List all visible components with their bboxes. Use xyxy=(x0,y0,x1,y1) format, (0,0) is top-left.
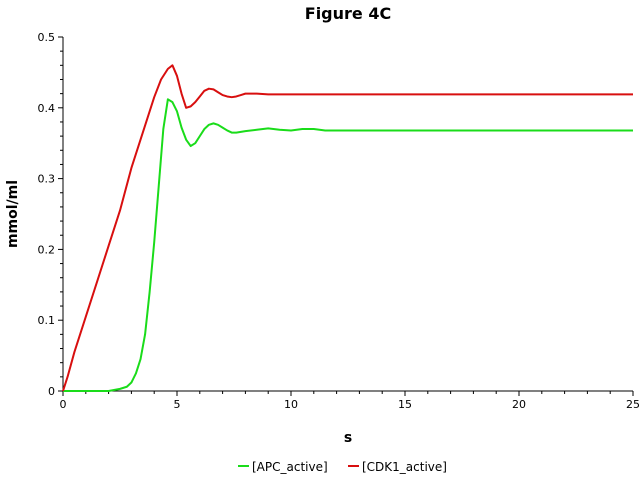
x-tick-label: 10 xyxy=(284,398,298,411)
y-tick-label: 0.1 xyxy=(38,314,56,327)
y-tick-label: 0.2 xyxy=(38,243,56,256)
x-tick-label: 25 xyxy=(626,398,640,411)
y-tick-label: 0.3 xyxy=(38,173,56,186)
x-axis-label: s xyxy=(344,430,352,446)
series-layer xyxy=(62,64,633,392)
x-tick-label: 0 xyxy=(60,398,67,411)
y-tick-label: 0 xyxy=(48,385,55,398)
chart-title: Figure 4C xyxy=(305,4,391,23)
legend: [APC_active] [CDK1_active] xyxy=(238,460,447,474)
x-tick-label: 20 xyxy=(512,398,526,411)
y-axis-label: mmol/ml xyxy=(5,180,21,248)
y-tick-label: 0.5 xyxy=(38,31,56,44)
legend-label: [APC_active] xyxy=(252,460,328,474)
x-tick-label: 15 xyxy=(398,398,412,411)
axes: 0 5 10 15 20 25 0 0.1 0.2 0.3 0.4 0.5 xyxy=(38,31,640,411)
x-tick-label: 5 xyxy=(174,398,181,411)
y-tick-label: 0.4 xyxy=(38,102,56,115)
legend-label: [CDK1_active] xyxy=(362,460,447,474)
series-line-apc-active xyxy=(63,98,633,392)
series-line-cdk1-active xyxy=(62,64,633,392)
